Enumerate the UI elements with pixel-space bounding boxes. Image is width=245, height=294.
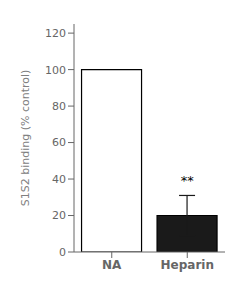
svg-text:Heparin: Heparin	[161, 258, 214, 272]
svg-text:20: 20	[52, 209, 66, 222]
svg-text:S1S2 binding (% control): S1S2 binding (% control)	[19, 70, 32, 207]
svg-text:80: 80	[52, 100, 66, 113]
svg-text:120: 120	[45, 27, 66, 40]
svg-text:100: 100	[45, 64, 66, 77]
svg-text:40: 40	[52, 173, 66, 186]
svg-text:0: 0	[59, 246, 66, 259]
svg-text:NA: NA	[102, 258, 122, 272]
svg-text:**: **	[181, 173, 195, 188]
svg-text:60: 60	[52, 136, 66, 149]
